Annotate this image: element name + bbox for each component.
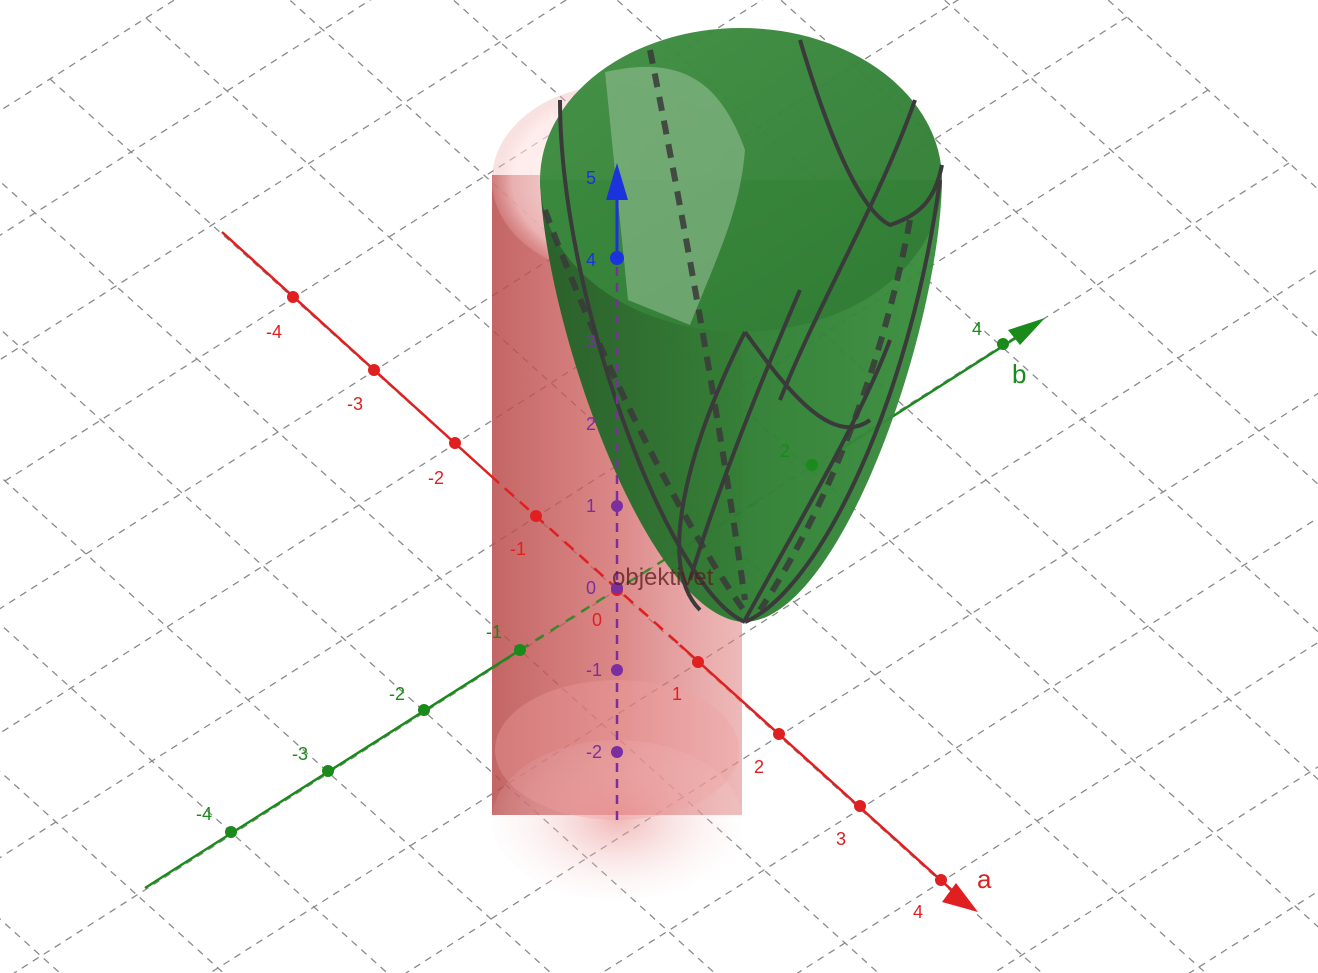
vertical-axis-tick-label: 0 — [586, 578, 596, 598]
a-axis-tick-label: -4 — [266, 322, 282, 342]
vertical-axis-tick-label: 5 — [586, 168, 596, 188]
b-axis-name: b — [1012, 359, 1026, 389]
a-axis-tick-point — [854, 800, 866, 812]
a-axis[interactable] — [221, 231, 978, 912]
b-axis-tick-point — [225, 826, 237, 838]
vertical-axis-tick-label: -1 — [586, 660, 602, 680]
b-axis-tick-label: 4 — [972, 319, 982, 339]
vertical-axis-tick-label: 1 — [586, 496, 596, 516]
b-axis-tick-point — [806, 459, 818, 471]
a-axis-tick-label: -1 — [510, 539, 526, 559]
vertical-axis-tick-label: 2 — [586, 414, 596, 434]
a-axis-tick-label: 1 — [672, 684, 682, 704]
vertical-axis[interactable] — [606, 163, 628, 820]
b-axis-ticks: -4 -3 -2 -1 2 4 — [196, 319, 1009, 838]
vertical-axis-arrow-icon — [606, 163, 628, 200]
b-axis-tick-point — [418, 704, 430, 716]
a-axis-tick-label: 2 — [754, 757, 764, 777]
b-axis-tick-point — [514, 644, 526, 656]
b-axis-tick-label: -3 — [292, 744, 308, 764]
vertical-axis-ticks: -2 -1 0 1 2 3 4 5 — [586, 168, 623, 762]
b-axis-tick-label: -4 — [196, 804, 212, 824]
a-axis-tick-point — [692, 656, 704, 668]
b-axis-tick-point — [997, 338, 1009, 350]
a-axis-tick-point — [287, 291, 299, 303]
vertical-axis-tick-point — [611, 582, 623, 594]
b-axis-tick-label: -1 — [486, 622, 502, 642]
a-axis-tick-label: 3 — [836, 829, 846, 849]
a-axis-tick-label: 0 — [592, 610, 602, 630]
vertical-axis-tick-label: -2 — [586, 742, 602, 762]
vertical-axis-tick-point — [611, 500, 623, 512]
b-axis-tick-point — [322, 765, 334, 777]
a-axis-arrow-icon — [942, 883, 978, 912]
a-axis-tick-point — [530, 510, 542, 522]
a-axis-tick-label: 4 — [913, 902, 923, 922]
vertical-axis-tick-point — [611, 664, 623, 676]
a-axis-tick-label: -3 — [347, 394, 363, 414]
b-axis-tick-label: -2 — [389, 684, 405, 704]
grid-line — [992, 766, 1318, 973]
vertical-axis-tick-label: 4 — [586, 250, 596, 270]
vertical-axis-tick-label: 3 — [586, 332, 596, 352]
grid-line — [0, 506, 512, 973]
a-axis-tick-point — [773, 728, 785, 740]
center-object-label: objektivet — [612, 564, 714, 591]
b-axis-tick-label: 2 — [780, 441, 790, 461]
a-axis-tick-label: -2 — [428, 468, 444, 488]
paraboloid-surface[interactable] — [540, 28, 944, 624]
a-axis-tick-point — [935, 874, 947, 886]
grid-line — [0, 0, 568, 361]
vertical-axis-tick-point — [611, 746, 623, 758]
b-axis-arrow-icon — [1008, 318, 1045, 345]
a-axis-tick-point — [368, 364, 380, 376]
a-axis-name: a — [977, 864, 992, 894]
a-axis-tick-point — [449, 437, 461, 449]
